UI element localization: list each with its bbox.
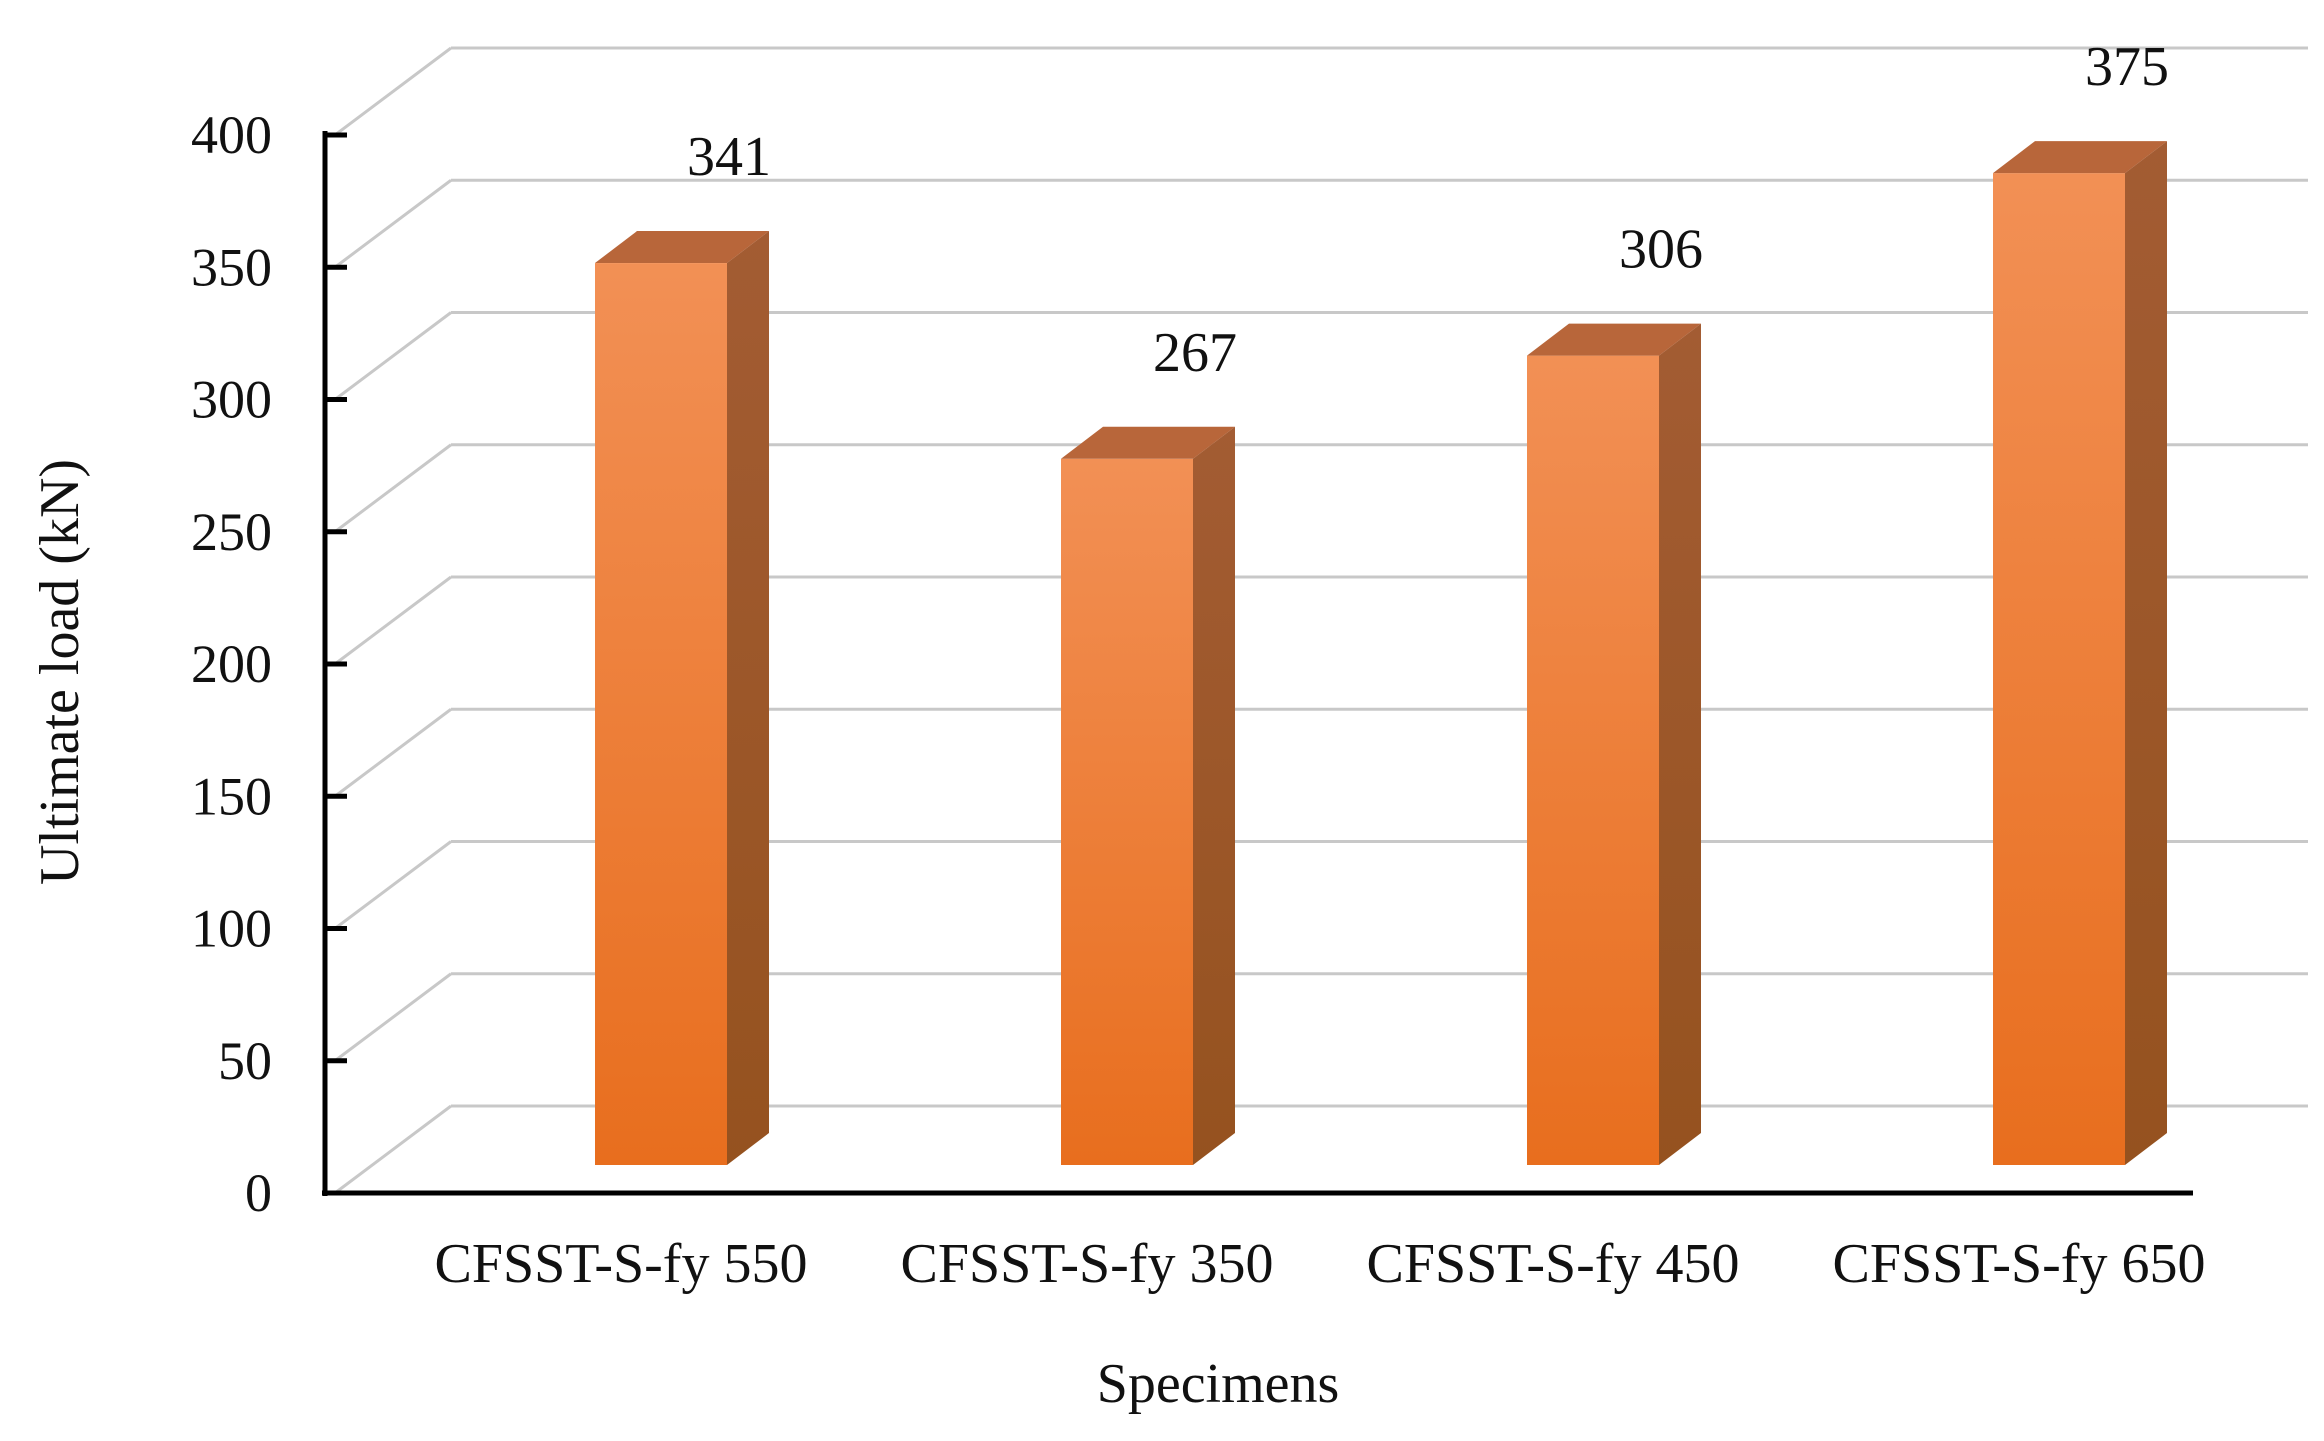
bar-side <box>1659 323 1701 1165</box>
bar-group <box>1061 426 1235 1165</box>
x-axis-title: Specimens <box>1097 1353 1340 1415</box>
bar-group <box>1527 323 1701 1165</box>
gridline-diagonal <box>334 575 452 666</box>
gridline-diagonal <box>334 972 452 1062</box>
labels: Ultimate load (kN) Specimens 0 50 100 150 20… <box>29 36 2205 1415</box>
data-label: 267 <box>1153 322 1237 384</box>
gridline-diagonal <box>334 443 452 533</box>
y-tick-label: 0 <box>245 1163 272 1223</box>
bar-front <box>1993 173 2125 1165</box>
bar-front <box>595 263 727 1165</box>
y-tick-label: 200 <box>191 634 272 694</box>
gridline-diagonal <box>334 840 452 930</box>
y-tick-label: 350 <box>191 237 272 297</box>
x-tick-label: CFSST-S-fy 650 <box>1833 1233 2206 1295</box>
x-tick-label: CFSST-S-fy 450 <box>1367 1233 1740 1295</box>
bar-side <box>727 231 769 1165</box>
gridline-diagonal <box>334 311 452 401</box>
bar-top <box>595 231 769 264</box>
y-tick-label: 50 <box>218 1031 272 1091</box>
bar-top <box>1993 141 2167 174</box>
y-tick-label: 400 <box>191 105 272 165</box>
y-tick-label: 100 <box>191 899 272 959</box>
data-label: 341 <box>687 126 771 188</box>
gridline-diagonal <box>334 46 452 137</box>
x-tick-label: CFSST-S-fy 350 <box>901 1233 1274 1295</box>
y-tick-label: 250 <box>191 502 272 562</box>
data-label: 375 <box>2085 36 2169 98</box>
gridline-diagonal <box>334 708 452 798</box>
bar-group <box>595 231 769 1165</box>
bars <box>595 141 2167 1165</box>
y-tick-label: 150 <box>191 766 272 826</box>
data-label: 306 <box>1619 219 1703 281</box>
y-axis-title: Ultimate load (kN) <box>29 459 91 885</box>
bar-side <box>1193 426 1235 1165</box>
gridline-diagonal <box>334 1104 452 1195</box>
x-tick-label: CFSST-S-fy 550 <box>435 1233 808 1295</box>
bar-top <box>1061 426 1235 459</box>
y-tick-label: 300 <box>191 370 272 430</box>
axes <box>322 131 2193 1196</box>
bar-side <box>2125 141 2167 1165</box>
bar-group <box>1993 141 2167 1165</box>
bar-top <box>1527 323 1701 356</box>
bar-front <box>1527 355 1659 1165</box>
gridline-diagonal <box>334 179 452 269</box>
bar-front <box>1061 458 1193 1165</box>
